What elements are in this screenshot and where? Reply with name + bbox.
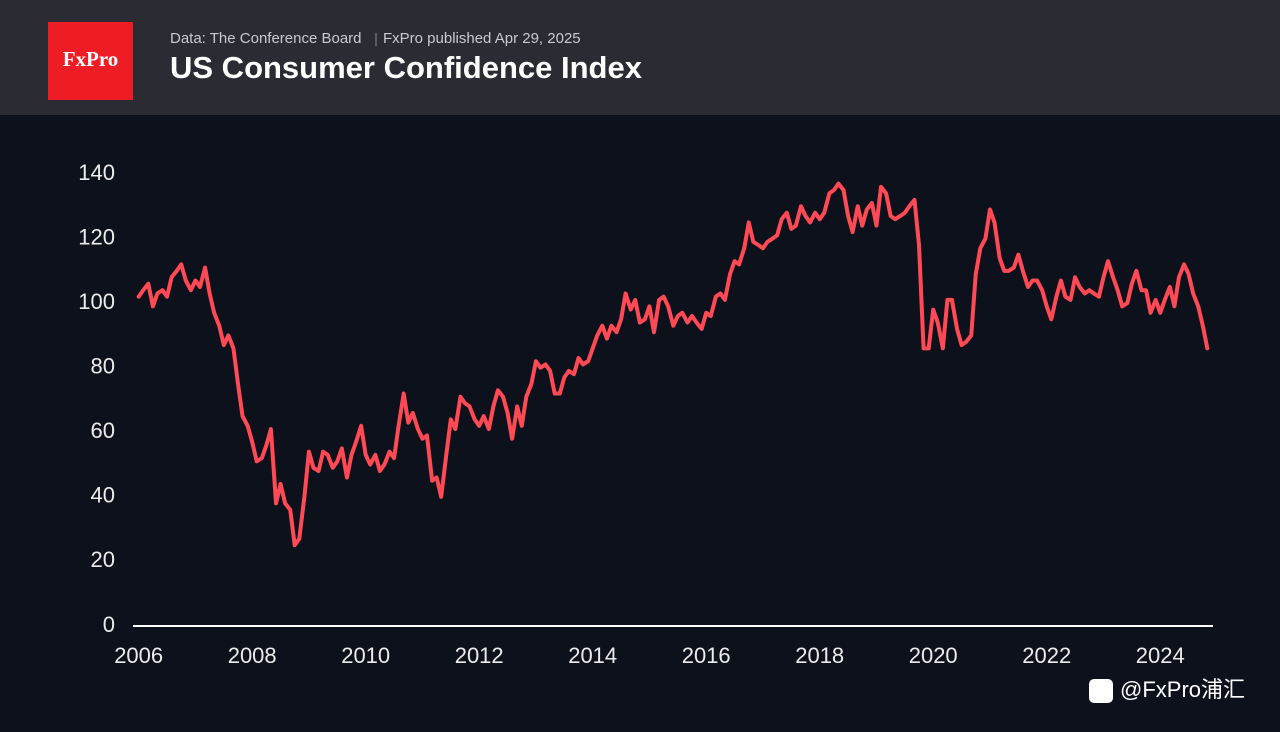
watermark: @FxPro浦汇 <box>1089 677 1245 703</box>
x-tick-label: 2018 <box>795 643 844 668</box>
published: FxPro published Apr 29, 2025 <box>383 30 581 47</box>
x-tick-label: 2014 <box>568 643 617 668</box>
data-line <box>136 181 1210 548</box>
watermark-icon <box>1089 679 1113 703</box>
chart-title: US Consumer Confidence Index <box>170 50 643 85</box>
x-tick-label: 2022 <box>1022 643 1071 668</box>
watermark-text: @FxPro浦汇 <box>1120 677 1245 702</box>
y-tick-label: 0 <box>103 612 115 637</box>
plot-area: 0204060801001201401602006200820102012201… <box>78 95 1213 668</box>
y-tick-label: 60 <box>91 418 115 443</box>
y-tick-label: 20 <box>91 547 115 572</box>
logo-box <box>48 22 133 100</box>
x-tick-label: 2010 <box>341 643 390 668</box>
y-tick-label: 120 <box>78 224 115 249</box>
header-band <box>0 0 1280 115</box>
y-tick-label: 40 <box>91 483 115 508</box>
header: FxPro Data: The Conference Board FxPro p… <box>0 0 1280 115</box>
x-tick-label: 2024 <box>1136 643 1185 668</box>
x-tick-label: 2008 <box>228 643 277 668</box>
x-tick-label: 2006 <box>114 643 163 668</box>
subtitle: Data: The Conference Board <box>170 30 362 47</box>
y-tick-label: 140 <box>78 160 115 185</box>
x-tick-label: 2020 <box>909 643 958 668</box>
x-tick-label: 2016 <box>682 643 731 668</box>
y-tick-label: 80 <box>91 354 115 379</box>
y-tick-label: 100 <box>78 289 115 314</box>
x-tick-label: 2012 <box>455 643 504 668</box>
logo-text: FxPro <box>63 47 119 71</box>
